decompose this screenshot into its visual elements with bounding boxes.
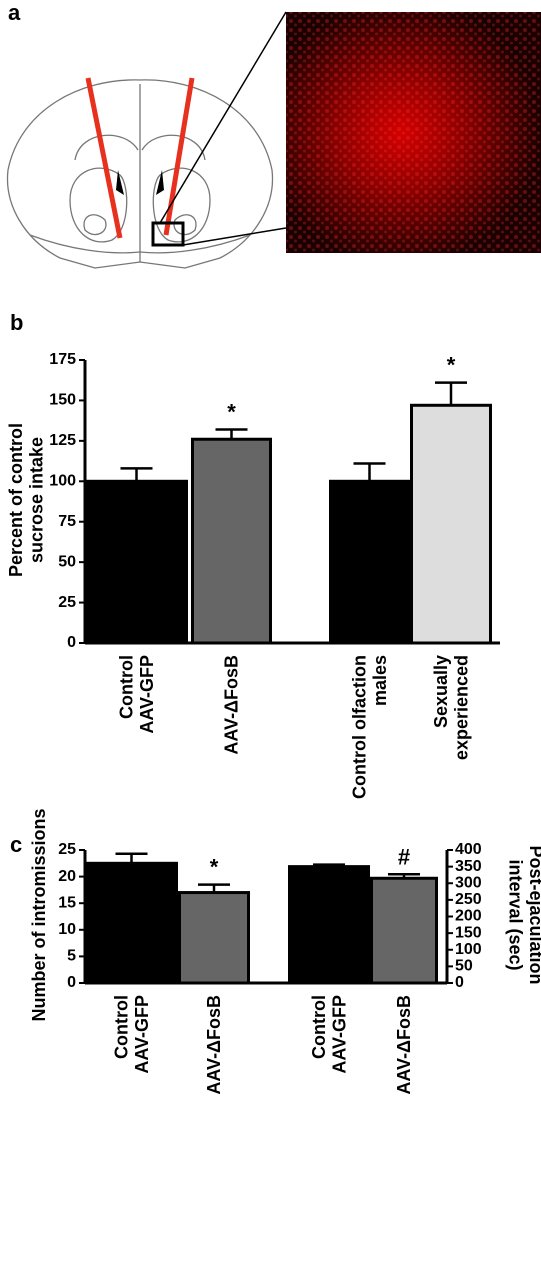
x-tick-label: Control olfactionmales [350,655,391,799]
y-axis-title: Percent of controlsucrose intake [6,423,47,577]
y2-tick-label: 250 [455,891,482,908]
micrograph-cells [286,12,541,253]
bar [410,403,492,645]
zoom-line [159,11,287,224]
x-tick-label-line: experienced [452,655,472,760]
y2-axis-title: Post-ejaculationinterval (sec) [505,845,541,984]
x-tick-label-line: Control [112,995,132,1059]
x-tick-label-line: Control [117,655,137,719]
annotation: * [210,855,219,880]
y2-axis-title-line: interval (sec) [505,859,525,970]
bar [85,861,178,985]
y-tick-label: 15 [58,894,76,911]
y-axis-title-line: sucrose intake [27,437,47,563]
x-tick-label-line: Sexually [431,655,451,728]
y-tick-label: 10 [58,921,76,938]
y2-tick-label: 350 [455,858,482,875]
y-axis-title: Number of intromissions [29,808,49,1021]
y-tick-label: 125 [49,432,76,449]
y-tick-label: 20 [58,868,76,885]
annotation: # [398,844,410,869]
x-tick-label-line: AAV-ΔFosB [222,655,242,755]
bar [329,479,410,645]
zoom-line [182,227,287,246]
x-tick-label: AAV-ΔFosB [204,995,224,1095]
x-tick-label: AAV-ΔFosB [222,655,242,755]
y-tick-label: 100 [49,473,76,490]
x-tick-label: ControlAAV-GFP [309,995,350,1074]
x-tick-label-line: AAV-ΔFosB [394,995,414,1095]
y-tick-label: 175 [49,351,76,368]
x-tick-label: ControlAAV-GFP [117,655,158,734]
x-tick-label-line: AAV-GFP [330,995,350,1074]
panel-label: a [8,0,21,25]
y-tick-label: 0 [67,634,76,651]
brain-diagram [6,79,274,269]
bar [178,891,250,985]
x-tick-label-line: AAV-ΔFosB [204,995,224,1095]
y-axis-title-line: Number of intromissions [29,808,49,1021]
x-tick-label: Sexuallyexperienced [431,655,472,760]
y2-tick-label: 400 [455,841,482,858]
ventricle [116,170,164,195]
y-tick-label: 0 [67,974,76,991]
y-axis-title-line: Percent of control [6,423,26,577]
panel-label: b [10,310,23,335]
x-tick-label-line: AAV-GFP [137,655,157,734]
y-tick-label: 25 [58,594,76,611]
panel-label: c [10,832,22,857]
y-tick-label: 50 [58,553,76,570]
y2-tick-label: 200 [455,908,482,925]
cannula-track [163,77,195,236]
y2-tick-label: 100 [455,941,482,958]
annotation: * [447,353,456,378]
bar [85,479,188,645]
y-tick-label: 5 [67,948,76,965]
y-tick-label: 150 [49,392,76,409]
x-tick-label-line: males [370,655,390,706]
x-tick-label: AAV-ΔFosB [394,995,414,1095]
annotation: * [227,400,236,425]
x-tick-label-line: Control olfaction [350,655,370,799]
x-tick-label-line: Control [309,995,329,1059]
y-tick-label: 75 [58,513,76,530]
y2-tick-label: 300 [455,874,482,891]
zoom-box [151,221,185,247]
y2-axis-title-line: Post-ejaculation [526,845,541,984]
y2-tick-label: 50 [455,958,473,975]
bar [288,865,370,985]
y-tick-label: 25 [58,841,76,858]
bar [191,437,272,645]
y2-tick-label: 0 [455,974,464,991]
bar [370,876,438,985]
y2-tick-label: 150 [455,924,482,941]
x-tick-label-line: AAV-GFP [132,995,152,1074]
cannula-track [85,77,123,239]
x-tick-label: ControlAAV-GFP [112,995,153,1074]
